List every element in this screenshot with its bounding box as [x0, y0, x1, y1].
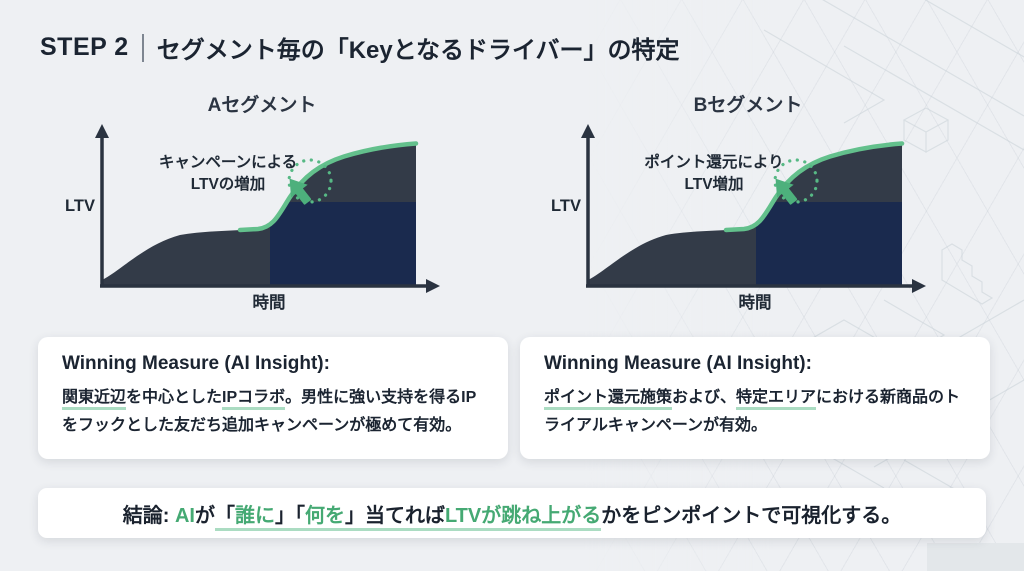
chart-b-title: Bセグメント — [693, 95, 803, 116]
baseline-ltv-area — [756, 202, 902, 286]
growth-arrow-icon — [775, 178, 798, 205]
chart-b-plot: LTV 時間 ポイント還元により LTV増加 — [551, 124, 926, 312]
chart-a-annotation-line1: キャンペーンによる — [159, 153, 297, 171]
chart-section-segment-b: Bセグメント LTV 時間 ポイント還元により LTV増加 — [548, 90, 948, 318]
chart-b-annotation-line1: ポイント還元により — [644, 152, 783, 171]
insight-card-text: ポイント還元施策および、特定エリアにおける新商品のトライアルキャンペーンが有効。 — [544, 389, 961, 435]
conclusion-text: 結論: AIが「誰に」「何を」当てればLTVが跳ね上がるかをピンポイントで可視化… — [123, 499, 901, 531]
baseline-ltv-area — [270, 202, 416, 286]
highlight-dotted-circle — [287, 158, 333, 204]
x-axis-label: 時間 — [253, 292, 286, 312]
y-axis-arrow — [581, 124, 595, 138]
insight-card-heading: Winning Measure (AI Insight): — [62, 353, 330, 374]
y-axis-label: LTV — [551, 197, 581, 215]
chart-a-annotation-line2: LTVの増加 — [191, 174, 266, 193]
x-axis-label: 時間 — [739, 292, 772, 312]
insight-card-segment-b: Winning Measure (AI Insight): ポイント還元施策およ… — [520, 337, 990, 459]
x-axis-arrow — [912, 279, 926, 293]
y-axis-label: LTV — [65, 197, 95, 215]
slide-title: STEP 2 セグメント毎の「Keyとなるドライバー」の特定 — [40, 30, 680, 65]
chart-a-plot: LTV 時間 キャンペーンによる LTVの増加 — [65, 124, 440, 312]
background-corner-block — [927, 543, 1024, 571]
conclusion-bar: 結論: AIが「誰に」「何を」当てればLTVが跳ね上がるかをピンポイントで可視化… — [38, 488, 986, 538]
title-step-label: STEP 2 — [40, 33, 129, 61]
y-axis-arrow — [95, 124, 109, 138]
title-divider — [141, 33, 144, 62]
growth-arrow-icon — [289, 178, 312, 205]
growth-curve-line — [723, 141, 905, 233]
growth-curve-line — [237, 141, 419, 233]
insight-card-text: 関東近辺を中心としたIPコラボ。男性に強い支持を得るIPをフックとした友だち追加… — [62, 389, 477, 435]
chart-section-segment-a: Aセグメント LTV 時間 キャンペーンによる LTVの増加 — [62, 90, 462, 318]
x-axis-arrow — [426, 279, 440, 293]
highlight-dotted-circle — [773, 158, 819, 204]
insight-card-segment-a: Winning Measure (AI Insight): 関東近辺を中心とした… — [38, 337, 508, 459]
insight-card-heading: Winning Measure (AI Insight): — [544, 353, 812, 374]
page-title: セグメント毎の「Keyとなるドライバー」の特定 — [156, 37, 680, 64]
chart-b-annotation-line2: LTV増加 — [684, 174, 743, 193]
chart-a-title: Aセグメント — [207, 95, 317, 116]
